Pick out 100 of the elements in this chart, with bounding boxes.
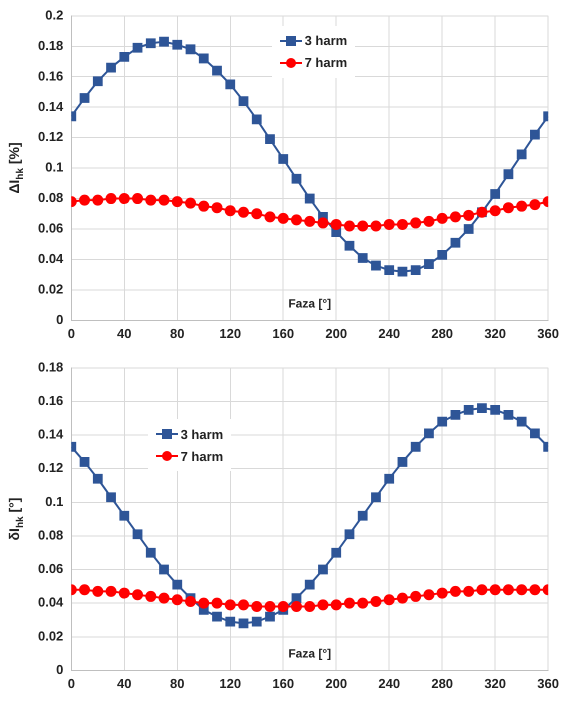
x-tick-label: 360 <box>537 676 560 691</box>
point <box>529 584 540 596</box>
point <box>436 588 448 599</box>
y-tick-label: 0.18 <box>38 359 64 374</box>
point <box>330 599 342 610</box>
point <box>106 586 117 597</box>
x-axis-title: Faza [°] <box>288 296 332 311</box>
point <box>198 598 210 609</box>
point <box>370 596 382 607</box>
point <box>118 588 130 599</box>
point <box>477 403 487 414</box>
y-tick-label: 0.12 <box>38 460 64 476</box>
point <box>198 54 209 64</box>
point <box>423 216 434 227</box>
y-tick-label: 0.2 <box>45 7 64 22</box>
point <box>304 580 315 590</box>
legend-label: 7 harm <box>304 55 348 70</box>
point <box>145 590 156 602</box>
legend-label: 3 harm <box>180 426 224 442</box>
y-tick-label: 0.06 <box>38 220 64 236</box>
point <box>159 36 169 47</box>
point <box>476 584 488 596</box>
point <box>252 616 262 627</box>
y-tick-label: 0.16 <box>38 393 64 408</box>
point <box>79 194 90 206</box>
point <box>410 590 422 602</box>
point <box>132 42 142 53</box>
x-tick-label: 40 <box>117 326 132 341</box>
point <box>398 457 408 467</box>
point <box>464 404 474 415</box>
point <box>410 217 422 228</box>
point <box>490 404 500 415</box>
point <box>530 130 540 140</box>
point <box>371 492 381 502</box>
y-tick-label: 0.04 <box>38 594 64 610</box>
point <box>424 259 434 269</box>
point <box>132 589 144 600</box>
point <box>225 79 236 90</box>
point <box>159 564 169 574</box>
point <box>198 200 210 212</box>
point <box>238 96 248 106</box>
x-tick-label: 320 <box>484 676 506 691</box>
x-tick-label: 280 <box>431 676 454 691</box>
point <box>145 194 156 206</box>
y-tick-label: 0.1 <box>45 494 64 509</box>
point <box>106 492 116 502</box>
point <box>119 510 130 521</box>
point <box>516 200 528 212</box>
point <box>146 548 156 558</box>
point <box>132 193 144 204</box>
point <box>529 199 540 210</box>
point <box>410 442 421 452</box>
point <box>330 218 342 230</box>
y-tick-label: 0.06 <box>38 561 64 576</box>
x-tick-label: 40 <box>117 676 132 691</box>
y-tick-label: 0.18 <box>38 38 64 53</box>
point <box>450 410 460 420</box>
point <box>158 194 170 206</box>
point <box>516 150 527 160</box>
x-tick-label: 160 <box>272 326 294 341</box>
point <box>304 601 316 612</box>
point <box>358 510 368 521</box>
point <box>290 601 302 612</box>
point <box>450 211 461 222</box>
point <box>344 240 354 251</box>
y-tick-label: 0.02 <box>38 282 64 297</box>
y-tick-label: 0.14 <box>38 98 64 114</box>
point <box>119 52 130 62</box>
x-tick-label: 200 <box>325 326 348 341</box>
legend-label: 3 harm <box>304 33 348 48</box>
point <box>490 205 501 216</box>
point <box>502 202 514 214</box>
y-tick-label: 0.16 <box>38 68 64 84</box>
x-tick-label: 320 <box>484 326 506 341</box>
point <box>106 62 116 72</box>
point <box>463 586 474 597</box>
x-tick-label: 0 <box>68 326 75 341</box>
x-tick-label: 120 <box>219 676 242 691</box>
point <box>344 529 354 540</box>
x-axis-title: Faza [°] <box>288 646 332 661</box>
point <box>504 410 514 420</box>
point <box>251 208 262 220</box>
point <box>396 218 408 230</box>
point <box>384 218 395 230</box>
point <box>304 194 315 204</box>
point <box>92 76 103 86</box>
point <box>292 174 302 184</box>
point <box>516 416 527 426</box>
y-tick-label: 0.08 <box>38 527 64 542</box>
y-tick-label: 0.1 <box>45 160 64 175</box>
x-tick-label: 160 <box>272 676 294 691</box>
point <box>251 601 262 612</box>
y-tick-label: 0.04 <box>38 251 64 266</box>
point <box>398 266 408 277</box>
point <box>437 416 448 426</box>
y-tick-label: 0.14 <box>38 426 64 442</box>
point <box>106 193 117 204</box>
y-tick-label: 0 <box>56 662 64 677</box>
point <box>80 93 90 103</box>
point <box>212 66 222 76</box>
